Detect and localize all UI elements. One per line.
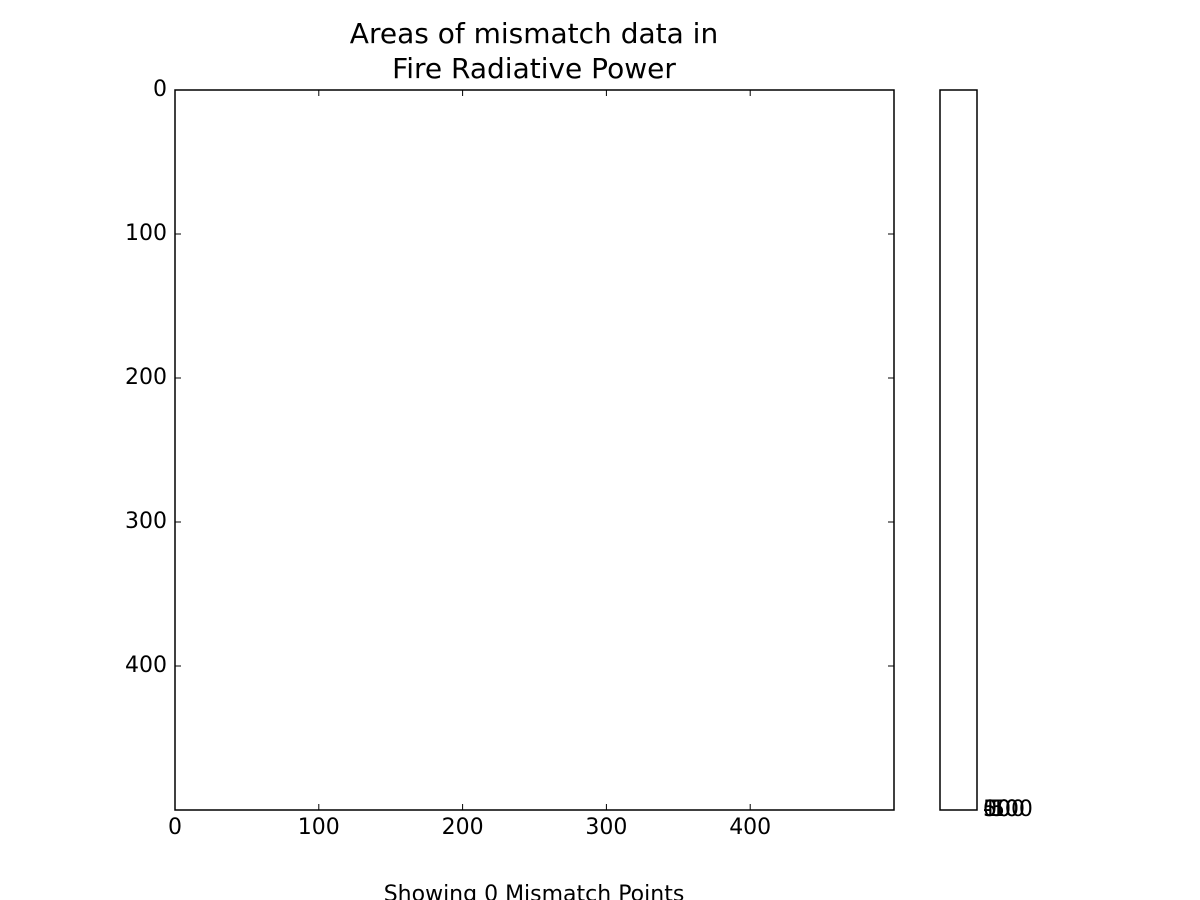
plot-frame (174, 89, 895, 811)
colorbar-tick-label: 100 (983, 797, 1025, 822)
colorbar-tick-label: -50 (983, 797, 1019, 822)
y-tick-label: 300 (125, 509, 167, 534)
x-axis-label: Showing 0 Mismatch Points (384, 882, 685, 900)
x-tick-label: 400 (729, 815, 771, 840)
colorbar-tick-label: 0 (983, 797, 997, 822)
x-tick-label: 200 (442, 815, 484, 840)
x-tick-label: 100 (298, 815, 340, 840)
chart-title: Areas of mismatch data in (350, 17, 718, 50)
x-tick-label: 300 (585, 815, 627, 840)
y-tick-label: 400 (125, 653, 167, 678)
y-tick-label: 200 (125, 365, 167, 390)
colorbar-tick-label: -100 (983, 797, 1033, 822)
colorbar-frame (939, 89, 978, 811)
x-tick-label: 0 (168, 815, 182, 840)
y-tick-label: 100 (125, 221, 167, 246)
chart-title: Fire Radiative Power (392, 52, 676, 85)
colorbar-tick-label: 50 (983, 797, 1011, 822)
y-tick-label: 0 (153, 77, 167, 102)
